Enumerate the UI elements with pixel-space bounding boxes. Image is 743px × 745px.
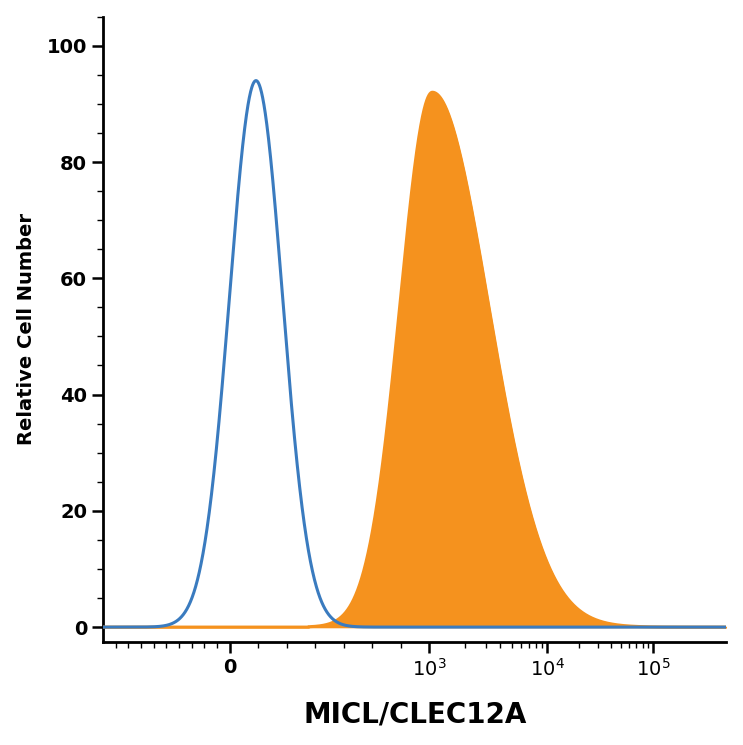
Y-axis label: Relative Cell Number: Relative Cell Number <box>16 213 36 446</box>
X-axis label: MICL/CLEC12A: MICL/CLEC12A <box>303 700 527 729</box>
